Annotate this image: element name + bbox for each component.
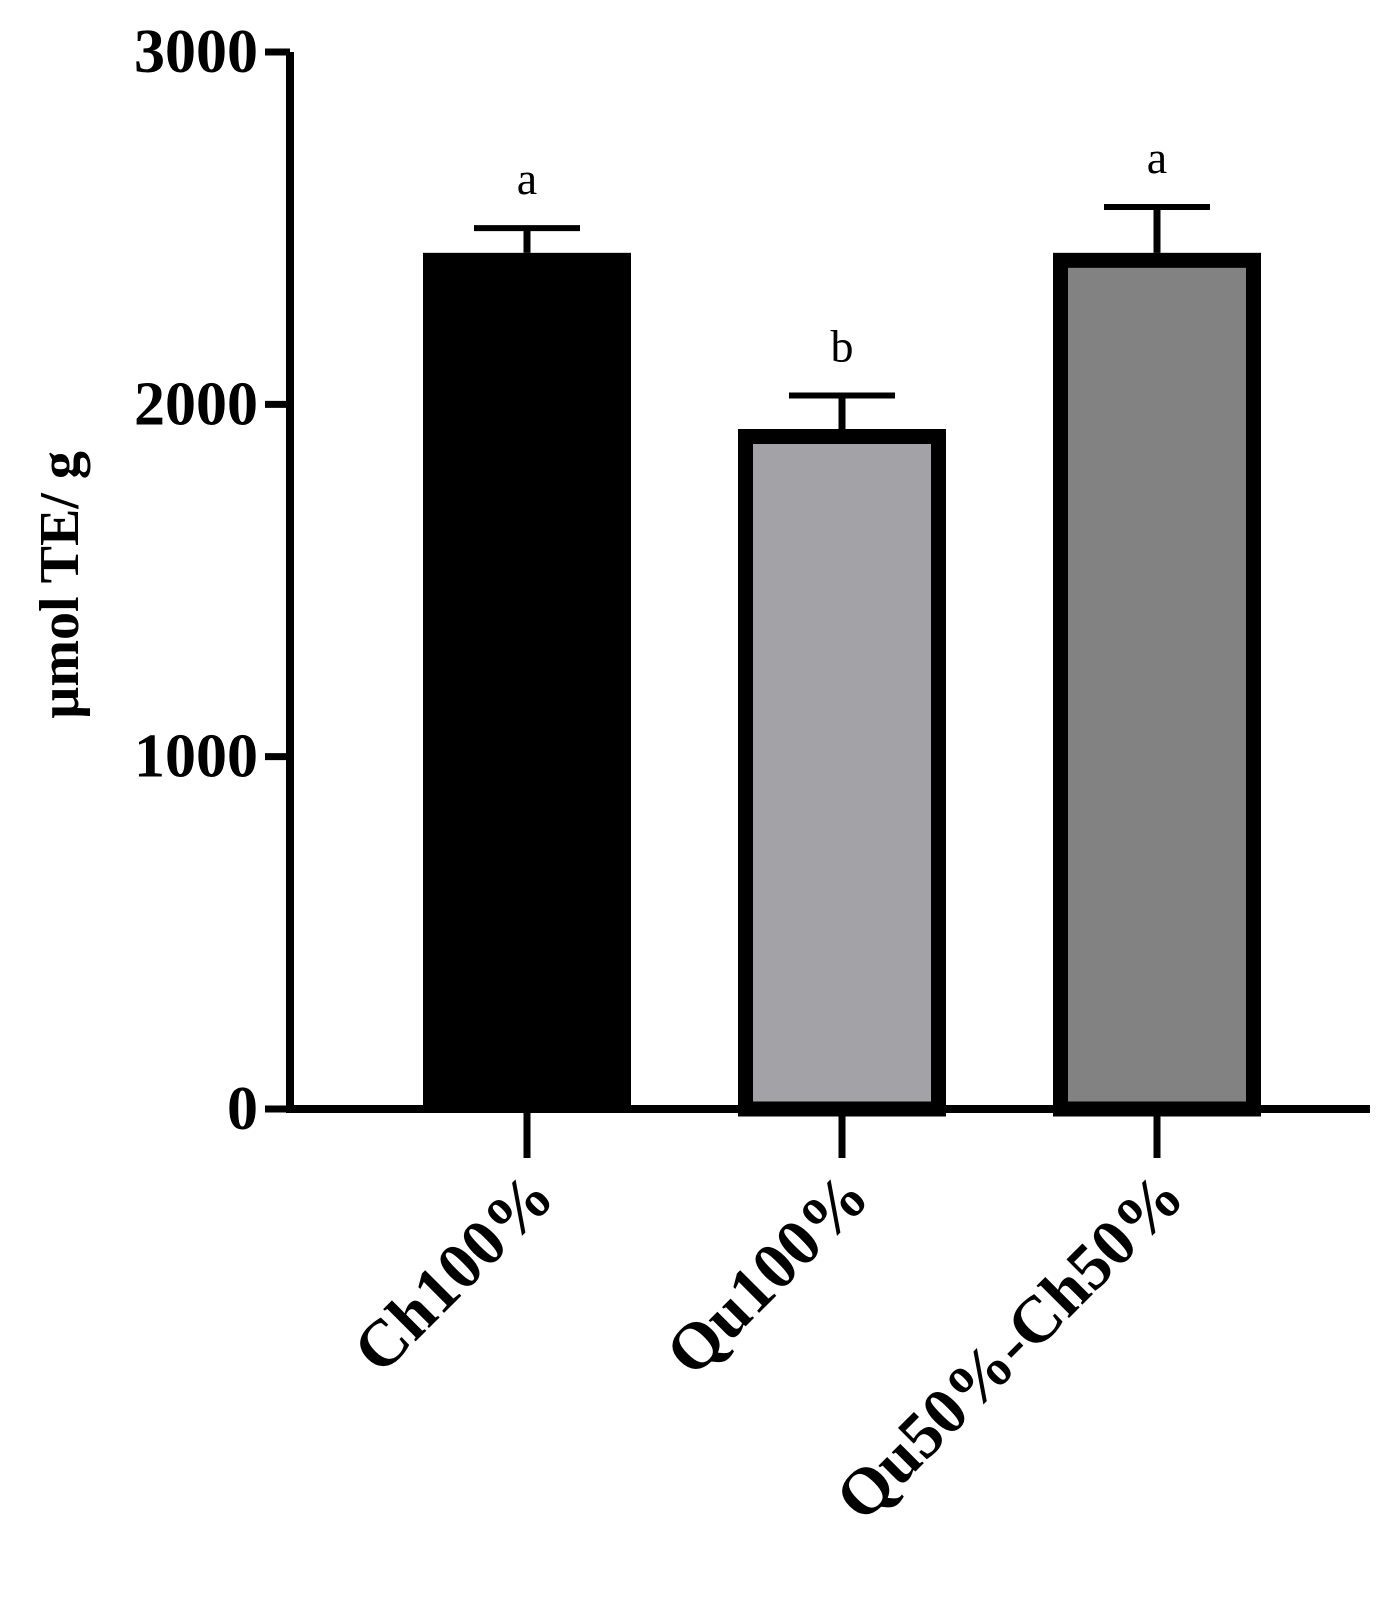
significance-label-1: b	[831, 321, 854, 372]
significance-label-2: a	[1147, 132, 1167, 183]
category-label-1: Qu100%	[652, 1159, 883, 1390]
axes-group	[265, 48, 1370, 1158]
y-tick-label-1: 1000	[134, 723, 258, 791]
y-tick-label-3: 3000	[134, 18, 258, 86]
category-label-2: Qu50%-Ch50%	[822, 1159, 1198, 1535]
category-label-0: Ch100%	[340, 1159, 568, 1387]
y-tick-label-2: 2000	[134, 370, 258, 438]
bar-2	[1053, 252, 1261, 1117]
y-tick-label-0: 0	[227, 1075, 258, 1143]
y-axis-title: µmol TE/ g	[29, 451, 91, 719]
bar-0	[423, 252, 631, 1111]
bar-1	[738, 428, 946, 1117]
significance-label-0: a	[517, 153, 537, 204]
